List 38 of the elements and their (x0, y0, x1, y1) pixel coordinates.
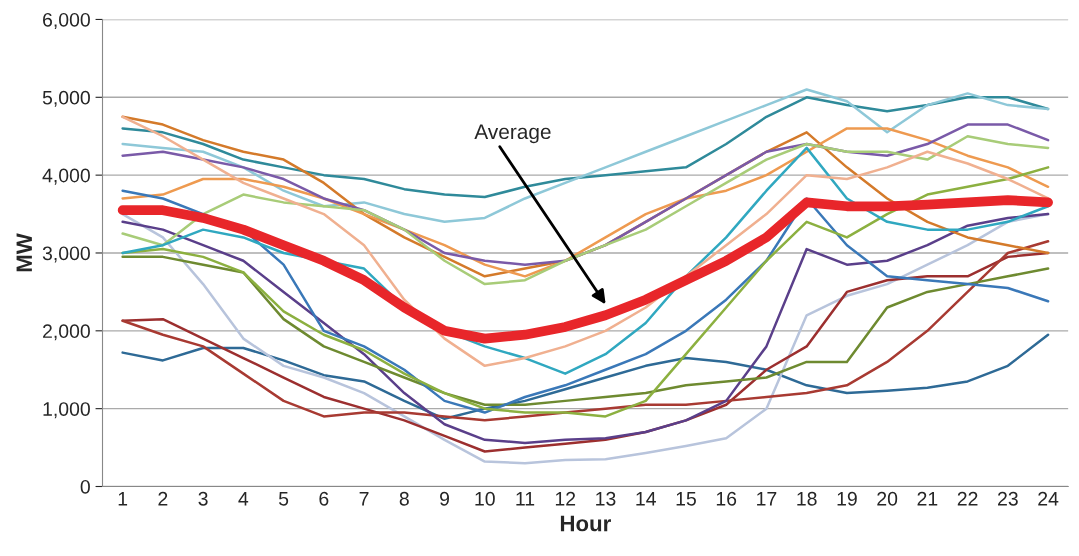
x-tick-label: 23 (998, 491, 1018, 506)
x-tick-label: 16 (716, 491, 737, 506)
x-tick-label: 24 (1038, 491, 1059, 506)
x-tick-label: 12 (555, 491, 576, 506)
line-series (121, 255, 1050, 407)
x-tick-label: 19 (837, 491, 857, 506)
y-tick-label: 0 (80, 479, 90, 494)
x-tick-label: 2 (158, 491, 168, 506)
y-tick-label: 2,000 (43, 324, 90, 341)
x-axis-title: Hour (560, 515, 611, 532)
x-tick-label: 15 (676, 492, 696, 506)
x-tick-label: 11 (516, 492, 535, 506)
line-series (121, 333, 1050, 421)
y-tick-label: 5,000 (42, 90, 90, 107)
x-tick-label: 14 (636, 492, 656, 506)
x-tick-label: 7 (359, 492, 369, 506)
y-tick-label: 6,000 (43, 12, 90, 29)
x-tick-label: 21 (917, 491, 938, 506)
y-tick-label: 1,000 (43, 402, 90, 419)
x-tick-label: 8 (399, 491, 409, 506)
line-series (121, 88, 1050, 224)
annotation: Average (474, 124, 551, 144)
x-tick-label: 17 (757, 492, 777, 506)
x-tick-label: 6 (319, 491, 329, 506)
x-tick-label: 1 (118, 492, 128, 506)
x-tick-label: 3 (198, 491, 208, 506)
line-series (121, 96, 1050, 199)
x-tick-label: 22 (957, 491, 978, 506)
x-tick-label: 9 (440, 491, 450, 506)
y-axis-title: MW (16, 233, 32, 272)
x-tick-label: 10 (475, 491, 495, 506)
x-tick-label: 20 (877, 491, 898, 506)
x-tick-label: 5 (278, 492, 289, 506)
x-tick-label: 13 (596, 491, 616, 506)
y-tick-label: 3,000 (42, 246, 90, 263)
x-tick-label: 4 (238, 492, 249, 506)
y-tick-label: 4,000 (42, 168, 90, 185)
x-tick-label: 18 (797, 491, 817, 506)
